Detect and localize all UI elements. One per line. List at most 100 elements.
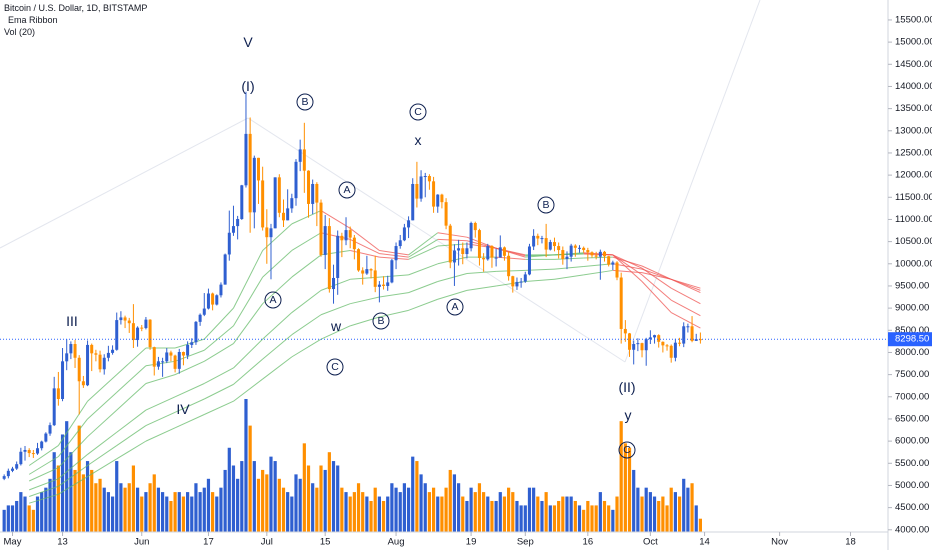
candle-body xyxy=(215,295,219,305)
candle-body xyxy=(419,176,423,199)
candle-body xyxy=(340,235,344,241)
volume-bar xyxy=(265,474,269,532)
volume-bar xyxy=(331,461,336,532)
candle-body xyxy=(390,260,394,283)
volume-bar xyxy=(152,474,156,532)
ribbon-segment xyxy=(291,338,322,358)
volume-bar xyxy=(665,505,669,532)
ribbon-segment xyxy=(320,210,351,229)
volume-bar xyxy=(532,487,536,532)
ribbon-segment xyxy=(233,276,264,327)
volume-bar xyxy=(223,469,227,532)
candle-body xyxy=(281,212,285,221)
ribbon-segment xyxy=(29,478,59,491)
candle-body xyxy=(561,250,565,259)
candle-body xyxy=(477,230,481,259)
ribbon-segment xyxy=(671,278,701,289)
ribbon-segment xyxy=(408,238,439,258)
y-tick-label: 14500.00 xyxy=(895,59,932,70)
candle-body xyxy=(307,170,311,204)
wave-label: x xyxy=(415,132,422,148)
candle-body xyxy=(227,232,231,255)
candle-body xyxy=(569,245,573,257)
label-circle xyxy=(618,441,636,459)
ribbon-segment xyxy=(379,249,409,256)
candle-body xyxy=(173,355,177,369)
ribbon-segment xyxy=(87,409,118,438)
candle-body xyxy=(636,343,640,345)
candle-body xyxy=(348,230,352,238)
volume-bar xyxy=(315,487,319,532)
volume-bar xyxy=(219,487,223,532)
candle-body xyxy=(452,250,456,263)
wave-label: B xyxy=(377,315,384,327)
candle-body xyxy=(623,328,627,334)
y-tick-label: 15500.00 xyxy=(895,14,932,25)
candle-body xyxy=(444,202,448,226)
volume-bar xyxy=(165,496,169,532)
volume-bar xyxy=(252,461,256,532)
volume-bar xyxy=(390,483,394,532)
ribbon-segment xyxy=(145,360,176,367)
candle-body xyxy=(152,347,156,367)
ribbon-segment xyxy=(466,285,497,291)
candle-body xyxy=(515,281,519,287)
volume-bar xyxy=(256,478,261,532)
x-tick-label: Oct xyxy=(643,537,658,548)
indicator-label: Ema Ribbon xyxy=(8,15,58,25)
legend: Bitcoin / U.S. Dollar, 1D, BITSTAMP Ema … xyxy=(4,3,147,37)
wave-label: V xyxy=(243,34,253,50)
ribbon-segment xyxy=(262,223,293,251)
volume-bar xyxy=(352,492,356,532)
volume-bar xyxy=(298,478,302,532)
ribbon-segment xyxy=(641,267,672,289)
candle-body xyxy=(632,344,636,350)
y-tick-label: 7000.00 xyxy=(895,391,929,402)
candle-body xyxy=(557,246,561,251)
volume-bar xyxy=(6,505,10,532)
candle-body xyxy=(190,342,194,345)
candle-body xyxy=(44,433,48,442)
candle-body xyxy=(265,227,269,238)
volume-bar xyxy=(73,469,77,532)
candle-body xyxy=(669,345,673,358)
y-tick-label: 10000.00 xyxy=(895,258,932,269)
candle-body xyxy=(682,326,686,344)
volume-bar xyxy=(361,492,365,532)
candle-body xyxy=(298,149,302,162)
candle-body xyxy=(136,327,140,341)
candle-body xyxy=(61,361,65,399)
x-tick-label: 18 xyxy=(845,537,856,548)
candle-body xyxy=(144,319,148,329)
volume-bar xyxy=(386,496,390,532)
candle-body xyxy=(98,354,102,370)
volume-bar xyxy=(69,452,73,532)
candle-body xyxy=(644,339,648,351)
ribbon-segment xyxy=(554,253,584,256)
x-tick-label: Nov xyxy=(771,537,788,548)
candle-body xyxy=(640,343,644,351)
ribbon-segment xyxy=(437,238,467,242)
candle-body xyxy=(619,277,623,329)
volume-bar xyxy=(340,487,344,532)
volume-bar xyxy=(698,518,702,532)
ribbon-segment xyxy=(233,358,263,385)
candle-body xyxy=(277,177,281,213)
x-tick-label: Sep xyxy=(517,537,534,548)
x-tick-label: 15 xyxy=(320,537,331,548)
ribbon-segment xyxy=(28,467,59,482)
volume-bar xyxy=(565,496,569,532)
y-tick-label: 5500.00 xyxy=(895,458,929,469)
candle-body xyxy=(432,181,436,207)
ribbon-segment xyxy=(262,312,293,340)
volume-bar xyxy=(590,505,594,532)
ribbon-segment xyxy=(116,365,147,393)
candle-body xyxy=(27,449,31,454)
candle-body xyxy=(544,238,548,250)
volume-bar xyxy=(44,487,48,532)
candle-body xyxy=(319,202,323,255)
ribbon-segment xyxy=(87,445,118,466)
candle-body xyxy=(603,251,607,257)
candle-body xyxy=(407,220,411,228)
candle-body xyxy=(678,342,682,344)
